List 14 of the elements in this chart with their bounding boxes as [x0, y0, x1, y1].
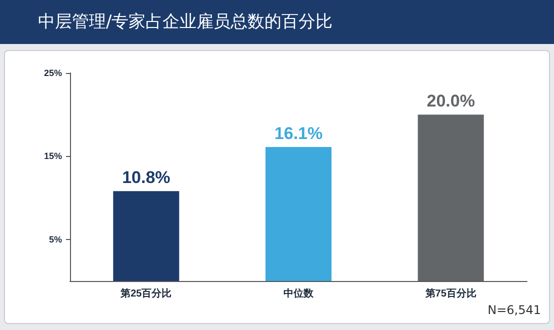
- bar: [266, 147, 332, 281]
- y-tick-label: 25%: [44, 68, 62, 78]
- text: N=6,541: [488, 303, 541, 317]
- x-tick-label: 第25百分比: [120, 288, 172, 300]
- bar: [113, 191, 180, 281]
- y-tick-label: 15%: [44, 151, 62, 162]
- data-label: 10.8%: [122, 168, 170, 188]
- y-tick-label: 5%: [48, 234, 62, 244]
- data-label: 16.1%: [274, 124, 323, 144]
- x-tick-label: 第75百分比: [424, 288, 476, 300]
- bar: [418, 114, 484, 281]
- chart-title: 中层管理/专家占企业雇员总数的百分比: [0, 0, 554, 44]
- data-label: 20.0%: [426, 92, 475, 111]
- x-tick-label: 中位数: [284, 288, 314, 300]
